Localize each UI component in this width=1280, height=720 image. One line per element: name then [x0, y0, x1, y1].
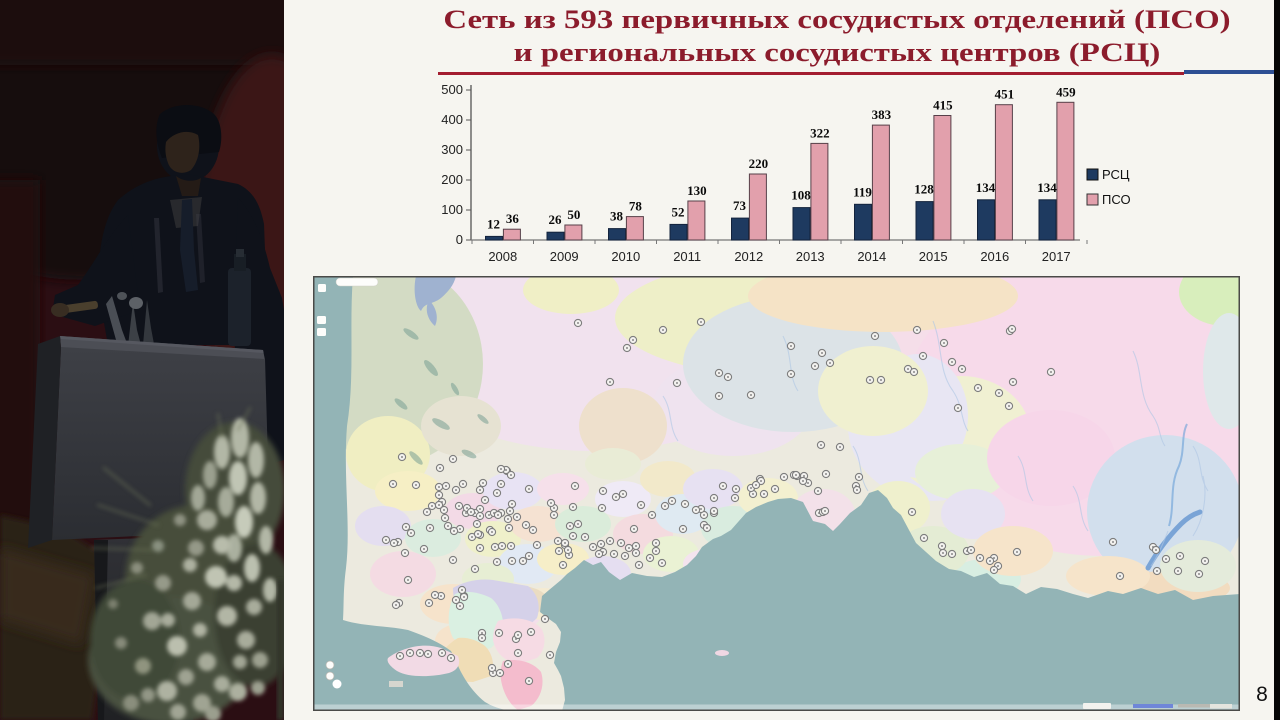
svg-text:200: 200 — [441, 172, 463, 187]
svg-text:73: 73 — [733, 198, 747, 213]
svg-text:119: 119 — [853, 184, 872, 199]
svg-text:26: 26 — [549, 212, 563, 227]
svg-text:0: 0 — [456, 232, 463, 247]
svg-text:415: 415 — [933, 98, 953, 113]
svg-text:300: 300 — [441, 142, 463, 157]
svg-text:2011: 2011 — [673, 249, 701, 264]
svg-text:РСЦ: РСЦ — [1102, 167, 1130, 182]
svg-text:12: 12 — [487, 216, 500, 231]
svg-text:38: 38 — [610, 209, 624, 224]
svg-text:383: 383 — [872, 107, 892, 122]
svg-text:36: 36 — [506, 211, 520, 226]
svg-text:2008: 2008 — [488, 249, 517, 264]
svg-text:128: 128 — [914, 182, 934, 197]
svg-text:78: 78 — [629, 199, 643, 214]
svg-text:500: 500 — [441, 82, 463, 97]
svg-text:130: 130 — [687, 183, 707, 198]
svg-text:52: 52 — [672, 204, 685, 219]
svg-text:400: 400 — [441, 112, 463, 127]
svg-text:134: 134 — [1037, 180, 1057, 195]
svg-text:134: 134 — [976, 180, 996, 195]
svg-text:2009: 2009 — [550, 249, 579, 264]
svg-text:459: 459 — [1056, 84, 1076, 99]
svg-text:2014: 2014 — [857, 249, 886, 264]
svg-text:220: 220 — [749, 156, 769, 171]
svg-text:322: 322 — [810, 125, 830, 140]
svg-text:451: 451 — [995, 87, 1015, 102]
svg-text:2010: 2010 — [611, 249, 640, 264]
svg-text:2015: 2015 — [919, 249, 948, 264]
svg-text:2012: 2012 — [734, 249, 763, 264]
svg-text:ПСО: ПСО — [1102, 192, 1131, 207]
svg-text:100: 100 — [441, 202, 463, 217]
svg-text:2017: 2017 — [1042, 249, 1071, 264]
svg-text:108: 108 — [791, 188, 811, 203]
svg-text:2016: 2016 — [980, 249, 1009, 264]
svg-text:2013: 2013 — [796, 249, 825, 264]
svg-text:50: 50 — [567, 207, 580, 222]
